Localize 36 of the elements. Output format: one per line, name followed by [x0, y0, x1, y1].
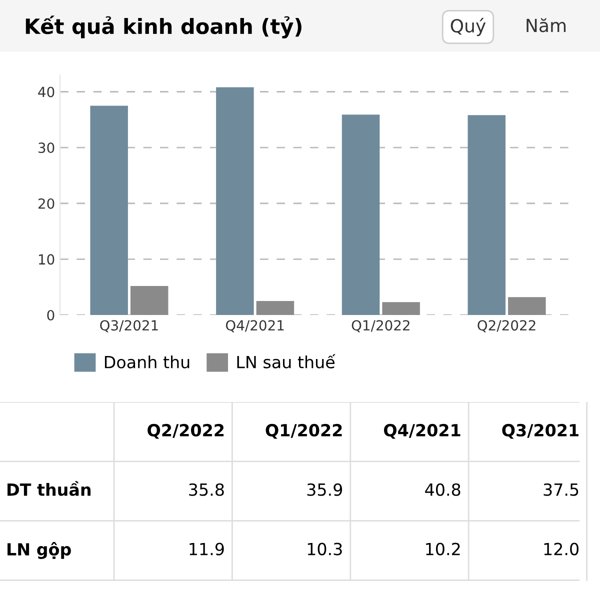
y-tick-label: 20: [38, 198, 54, 209]
chart-title: Kết quả kinh doanh (tỷ): [26, 16, 302, 38]
data-label: 35.8: [189, 483, 224, 496]
bar: [342, 114, 380, 315]
data-label: 37.5: [544, 483, 578, 496]
bar: [256, 301, 294, 315]
legend-label: LN sau thuế: [237, 354, 336, 368]
y-tick-label: 10: [38, 254, 54, 265]
bar: [508, 297, 546, 315]
bar: [130, 286, 168, 315]
y-tick-label: 30: [38, 142, 54, 154]
data-label: 12.0: [544, 542, 578, 556]
data-label: 10.2: [426, 542, 460, 556]
bar: [382, 302, 420, 315]
text: DT thuần: [8, 481, 91, 496]
data-label: 10.3: [308, 542, 342, 556]
category-label: Q3/2021: [502, 424, 578, 439]
data-label: 40.8: [425, 483, 460, 496]
x-tick-label: Q4/2021: [226, 320, 284, 332]
y-tick-label: 0: [47, 310, 54, 320]
bar: [90, 106, 128, 315]
x-tick-label: Q3/2021: [100, 320, 158, 332]
category-label: Q4/2021: [384, 424, 460, 439]
text: LN gộp: [8, 542, 71, 559]
x-tick-label: Q2/2022: [478, 320, 536, 332]
text: Quý: [450, 18, 486, 36]
bar: [216, 87, 254, 315]
legend-label: Doanh thu: [104, 356, 190, 368]
y-tick-label: 40: [38, 86, 54, 98]
text: Năm: [526, 18, 566, 32]
category-label: Q2/2022: [148, 424, 224, 439]
x-tick-label: Q1/2022: [352, 320, 410, 332]
category-label: Q1/2022: [266, 424, 342, 439]
data-label: 35.9: [307, 483, 342, 496]
data-label: 11.9: [190, 542, 224, 556]
bar: [468, 115, 506, 315]
